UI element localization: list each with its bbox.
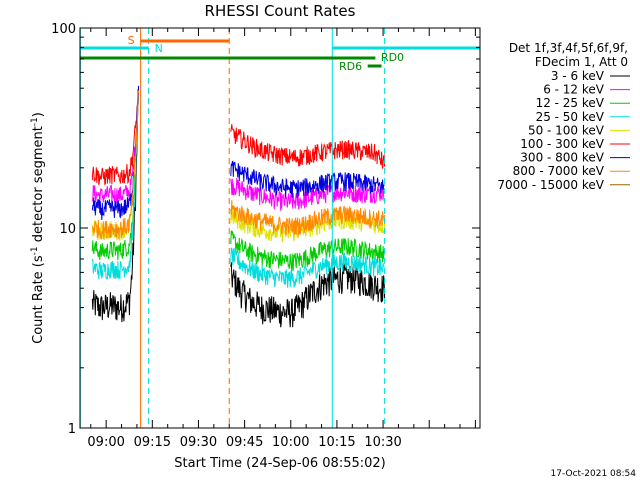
legend-label: 800 - 7000 keV xyxy=(513,164,605,178)
x-tick-label: 10:30 xyxy=(364,435,401,450)
y-axis-label-main: Count Rate (s xyxy=(31,255,46,344)
y-tick-label: 1 xyxy=(68,422,76,437)
legend-label: 6 - 12 keV xyxy=(543,83,605,97)
series-line-pre xyxy=(91,89,139,261)
rd0-label: RD0 xyxy=(381,51,404,64)
series-line-pre xyxy=(91,89,139,186)
x-tick-label: 09:15 xyxy=(134,435,171,450)
y-axis-label-sup2: -1 xyxy=(30,117,40,126)
y-tick-label: 10 xyxy=(59,222,76,237)
y-axis-label: Count Rate (s-1 detector segment-1) xyxy=(30,112,46,344)
legend-label: 100 - 300 keV xyxy=(520,137,604,151)
x-tick-label: 10:00 xyxy=(272,435,309,450)
rd6-label: RD6 xyxy=(339,60,362,73)
y-tick-label: 100 xyxy=(51,22,76,37)
series-line-post xyxy=(230,124,386,169)
series-line-post xyxy=(230,160,385,198)
legend-label: 12 - 25 keV xyxy=(536,96,605,110)
legend-label: 300 - 800 keV xyxy=(520,151,604,165)
series-line-pre xyxy=(91,86,139,205)
series-line-post xyxy=(230,262,386,328)
legend-label: 25 - 50 keV xyxy=(536,110,605,124)
y-axis: 1 10 100 xyxy=(51,22,480,437)
footer-timestamp: 17-Oct-2021 08:54 xyxy=(551,469,637,479)
legend-label: 7000 - 15000 keV xyxy=(497,178,604,192)
series-line-pre xyxy=(91,90,139,240)
legend-header-line1: Det 1f,3f,4f,5f,6f,9f, xyxy=(509,41,628,55)
series-layer xyxy=(91,85,386,328)
legend-label: 3 - 6 keV xyxy=(551,69,605,83)
series-line-pre xyxy=(91,94,139,280)
night-label: N xyxy=(155,42,163,55)
series-line-pre xyxy=(91,95,139,323)
series-line-pre xyxy=(91,85,139,221)
chart-title: RHESSI Count Rates xyxy=(205,2,356,20)
series-line-pre xyxy=(91,92,139,241)
legend-label: 50 - 100 keV xyxy=(528,123,605,137)
series-line-post xyxy=(230,247,385,289)
plot-area: S N RD0 RD6 xyxy=(79,28,480,428)
x-tick-label: 10:15 xyxy=(318,435,355,450)
legend-header-line2: FDecim 1, Att 0 xyxy=(535,55,628,69)
x-tick-label: 09:30 xyxy=(180,435,217,450)
y-axis-label-end: ) xyxy=(31,112,46,117)
x-axis: 09:00 09:15 09:30 09:45 10:00 10:15 10:30 xyxy=(87,28,476,450)
y-axis-label-sup1: -1 xyxy=(30,246,40,255)
series-line-post xyxy=(230,230,386,272)
series-line-post xyxy=(230,200,386,236)
legend: Det 1f,3f,4f,5f,6f,9f, FDecim 1, Att 0 3… xyxy=(497,41,630,192)
x-tick-label: 09:45 xyxy=(226,435,263,450)
x-axis-label: Start Time (24-Sep-06 08:55:02) xyxy=(174,456,385,471)
saa-label: S xyxy=(128,34,135,47)
y-axis-label-mid: detector segment xyxy=(31,126,46,246)
x-tick-label: 09:00 xyxy=(87,435,124,450)
